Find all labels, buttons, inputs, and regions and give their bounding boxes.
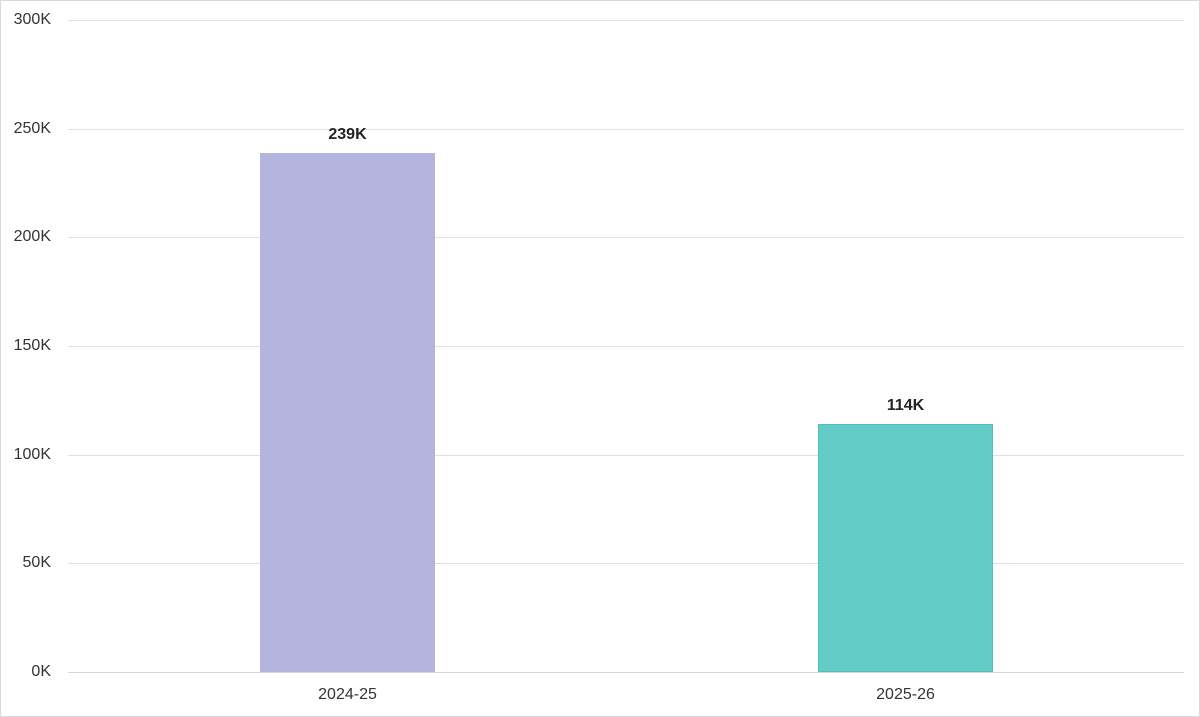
data-label-2025-26: 114K (886, 397, 925, 414)
y-tick-label: 0K (31, 663, 51, 680)
bar-2024-25[interactable] (260, 153, 435, 672)
x-tick-label: 2024-25 (318, 686, 377, 703)
y-tick-label: 100K (13, 446, 51, 463)
data-label-2024-25: 239K (328, 126, 367, 143)
y-tick-label: 300K (13, 11, 51, 28)
x-axis-baseline (68, 672, 1184, 673)
gridline-150k (68, 346, 1184, 347)
gridline-250k (68, 129, 1184, 130)
gridline-300k (68, 20, 1184, 21)
y-tick-label: 250K (13, 120, 51, 137)
y-tick-label: 150K (13, 337, 51, 354)
gridline-50k (68, 563, 1184, 564)
y-tick-label: 50K (22, 554, 51, 571)
gridline-200k (68, 237, 1184, 238)
bar-2025-26[interactable] (818, 424, 993, 672)
x-tick-label: 2025-26 (876, 686, 935, 703)
y-tick-label: 200K (13, 228, 51, 245)
gridline-100k (68, 455, 1184, 456)
